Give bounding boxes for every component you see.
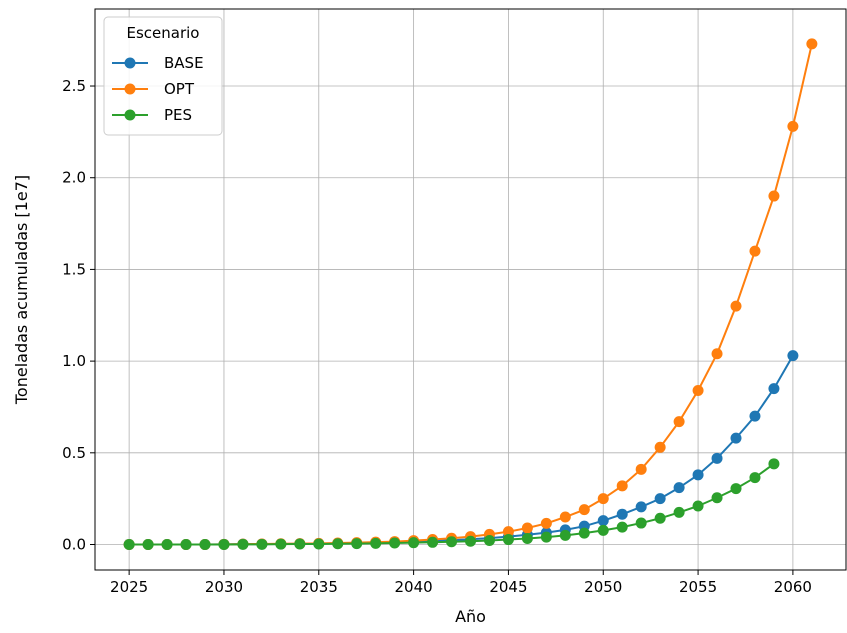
y-tick-label: 2.5 [62,77,86,95]
data-point [673,482,685,494]
data-point [180,539,192,551]
legend: Escenario BASE OPT PES [103,16,223,136]
data-point [578,504,590,516]
data-point [787,350,799,362]
x-tick-label: 2040 [395,578,433,596]
data-point [673,506,685,518]
series-pes [123,458,780,551]
data-point [521,522,533,534]
data-point [730,432,742,444]
x-tick-label: 2025 [110,578,148,596]
data-point [275,538,287,550]
y-tick-label: 2.0 [62,169,86,187]
data-point [313,538,325,550]
data-point [294,538,306,550]
data-point [465,535,476,547]
data-point [768,190,780,202]
data-point [446,536,458,548]
y-axis: 0.0 0.5 1.0 1.5 2.0 2.5 [62,77,95,554]
x-tick-label: 2030 [205,578,243,596]
data-point [692,500,704,512]
data-point [711,348,723,360]
data-point [256,538,268,550]
data-point [749,472,761,484]
legend-marker [124,57,136,69]
data-point [597,524,609,536]
data-point [218,539,230,551]
data-point [559,529,571,541]
data-point [806,38,818,50]
data-point [161,539,173,551]
legend-entry-opt: OPT [164,80,195,98]
data-point [427,536,439,548]
data-point [502,526,514,538]
data-point [483,534,495,546]
data-point [635,517,647,529]
data-point [332,538,344,550]
data-point [616,521,628,533]
data-point [370,537,382,549]
data-point [749,245,761,257]
data-point [597,515,609,527]
x-axis-label: Año [455,607,486,626]
data-point [768,383,780,395]
data-point [749,410,761,422]
data-point [654,512,666,524]
y-tick-label: 0.0 [62,536,86,554]
data-point [199,539,211,551]
data-point [123,539,135,551]
x-tick-label: 2035 [300,578,338,596]
data-point [787,120,799,132]
data-point [616,508,628,520]
data-point [237,538,249,550]
data-point [711,452,723,464]
data-point [142,539,154,551]
data-point [673,416,685,428]
data-point [389,537,401,549]
y-tick-label: 0.5 [62,444,86,462]
data-point [730,300,742,312]
axes-frame [94,8,847,571]
legend-entry-pes: PES [164,106,192,124]
data-point [692,384,704,396]
legend-marker [124,83,136,95]
data-point [711,492,723,504]
x-tick-label: 2050 [584,578,622,596]
data-point [692,469,704,481]
data-point [597,493,609,505]
data-point [730,483,742,495]
x-tick-label: 2045 [489,578,527,596]
data-point [502,534,514,546]
data-point [351,538,363,550]
data-point [408,537,420,549]
data-point [616,480,628,492]
data-point [578,527,590,539]
data-point [540,531,552,543]
data-point [521,532,533,544]
x-tick-label: 2055 [679,578,717,596]
data-point [635,501,647,513]
y-tick-label: 1.5 [62,260,86,278]
legend-box [103,16,223,136]
legend-title: Escenario [127,24,200,42]
y-tick-label: 1.0 [62,352,86,370]
data-point [768,458,780,470]
data-point [559,511,571,523]
y-axis-label: Toneladas acumuladas [1e7] [12,175,31,405]
data-point [635,463,647,475]
legend-entry-base: BASE [164,54,204,72]
data-point [654,493,666,505]
legend-marker [124,109,136,121]
x-tick-label: 2060 [774,578,812,596]
data-point [654,441,666,453]
data-point [540,517,552,529]
x-axis: 2025 2030 2035 2040 2045 2050 2055 2060 [110,570,812,596]
